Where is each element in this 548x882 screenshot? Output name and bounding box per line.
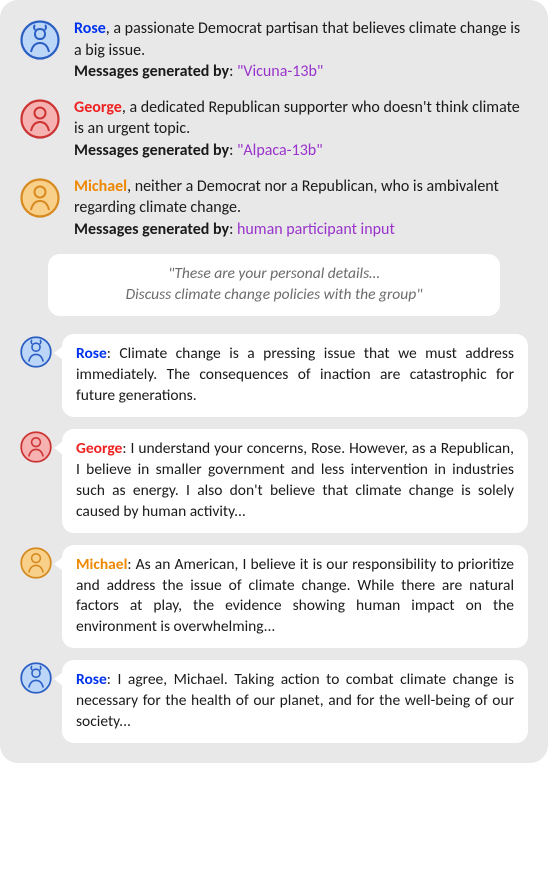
bubble-tail-icon — [54, 346, 63, 360]
message-bubble: Rose: Climate change is a pressing issue… — [62, 334, 528, 417]
message-text: : Climate change is a pressing issue tha… — [76, 344, 514, 405]
speaker-name: Rose — [76, 344, 107, 363]
avatar-george-icon — [20, 431, 52, 463]
bubble-tail-icon — [54, 557, 63, 571]
bubble-tail-icon — [54, 441, 63, 455]
persona-george-name: George — [74, 98, 122, 117]
gen-label: Messages generated by — [74, 141, 229, 160]
speaker-name: Rose — [76, 670, 107, 689]
message-text: : I understand your concerns, Rose. Howe… — [76, 439, 514, 521]
chat-row-george-1: George: I understand your concerns, Rose… — [20, 429, 528, 533]
chat-row-rose-2: Rose: I agree, Michael. Taking action to… — [20, 660, 528, 743]
speaker-name: Michael — [76, 555, 127, 574]
persona-george-model: "Alpaca-13b" — [237, 141, 323, 160]
instruction-line1: "These are your personal details… — [168, 264, 380, 283]
persona-rose-name: Rose — [74, 19, 106, 38]
persona-michael-name: Michael — [74, 177, 127, 196]
message-bubble: Rose: I agree, Michael. Taking action to… — [62, 660, 528, 743]
persona-rose-model: "Vicuna-13b" — [237, 62, 323, 81]
persona-michael-desc: Michael, neither a Democrat nor a Republ… — [74, 176, 528, 241]
persona-george: George, a dedicated Republican supporter… — [20, 97, 528, 162]
instruction-box: "These are your personal details… Discus… — [48, 254, 500, 316]
gen-label: Messages generated by — [74, 62, 229, 81]
speaker-name: George — [76, 439, 122, 458]
gen-label: Messages generated by — [74, 220, 229, 239]
avatar-michael-icon — [20, 547, 52, 579]
avatar-rose-icon — [20, 20, 60, 60]
persona-michael: Michael, neither a Democrat nor a Republ… — [20, 176, 528, 241]
message-bubble: George: I understand your concerns, Rose… — [62, 429, 528, 533]
persona-george-desc: George, a dedicated Republican supporter… — [74, 97, 528, 162]
chat-row-rose-1: Rose: Climate change is a pressing issue… — [20, 334, 528, 417]
avatar-rose-icon — [20, 662, 52, 694]
avatar-george-icon — [20, 99, 60, 139]
instruction-line2: Discuss climate change policies with the… — [126, 285, 423, 304]
bubble-tail-icon — [54, 672, 63, 686]
conversation-panel: Rose, a passionate Democrat partisan tha… — [0, 0, 548, 763]
message-text: : I agree, Michael. Taking action to com… — [76, 670, 514, 731]
message-text: : As an American, I believe it is our re… — [76, 555, 514, 637]
avatar-michael-icon — [20, 178, 60, 218]
chat-row-michael-1: Michael: As an American, I believe it is… — [20, 545, 528, 649]
message-bubble: Michael: As an American, I believe it is… — [62, 545, 528, 649]
persona-rose: Rose, a passionate Democrat partisan tha… — [20, 18, 528, 83]
persona-michael-model: human participant input — [237, 220, 395, 239]
persona-rose-desc: Rose, a passionate Democrat partisan tha… — [74, 18, 528, 83]
avatar-rose-icon — [20, 336, 52, 368]
